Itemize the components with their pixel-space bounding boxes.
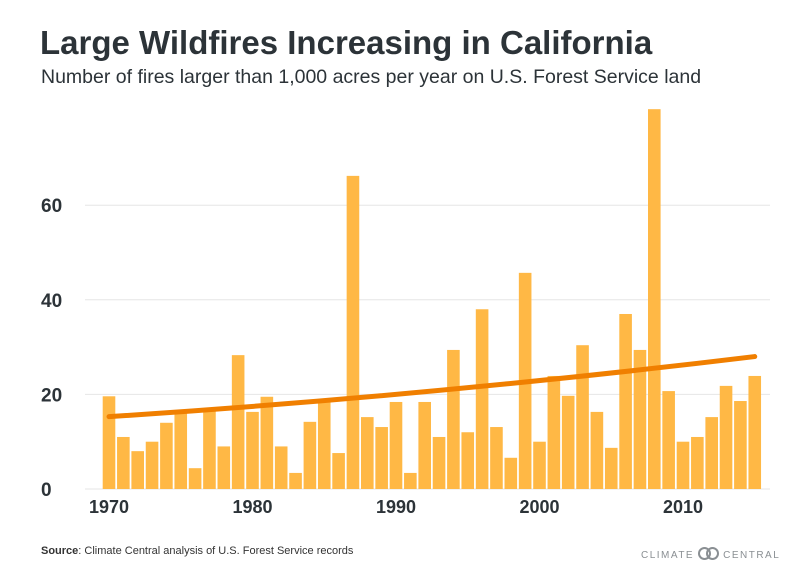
bar-1988 — [361, 417, 374, 489]
bar-1996 — [475, 309, 489, 489]
bar-1977 — [203, 410, 216, 489]
chart-subtitle: Number of fires larger than 1,000 acres … — [41, 66, 702, 88]
bar-2011 — [691, 436, 704, 489]
climate-central-logo: CLIMATE CENTRAL — [641, 547, 780, 563]
bar-2014 — [734, 401, 747, 489]
bar-2002 — [561, 395, 575, 489]
trend-line — [106, 354, 758, 420]
bar-2009 — [662, 391, 675, 489]
bar-2007 — [633, 349, 647, 489]
bar-1994 — [447, 349, 460, 489]
bar-1982 — [274, 446, 288, 489]
bar-1993 — [432, 436, 446, 489]
bar-2001 — [547, 375, 561, 489]
bar-1992 — [418, 401, 431, 489]
bar-1974 — [160, 422, 173, 489]
bar-2013 — [719, 385, 733, 489]
bar-1987 — [346, 175, 360, 489]
bar-2006 — [619, 313, 632, 489]
x-tick-label: 1980 — [232, 497, 272, 517]
logo-left-text: CLIMATE — [641, 549, 695, 561]
y-tick-label: 40 — [41, 291, 62, 312]
logo-mark-icon — [698, 547, 720, 563]
bar-1989 — [375, 427, 388, 489]
bar-2010 — [676, 441, 690, 489]
bar-1978 — [217, 446, 231, 489]
source-text: : Climate Central analysis of U.S. Fores… — [78, 545, 354, 557]
bar-1991 — [404, 472, 417, 489]
source-label: Source — [41, 545, 79, 557]
bar-1976 — [188, 468, 202, 489]
bar-1981 — [260, 396, 274, 489]
x-tick-label: 2010 — [663, 497, 703, 517]
y-tick-label: 0 — [41, 480, 52, 501]
bar-2015 — [748, 375, 762, 489]
bar-1997 — [490, 427, 503, 489]
bar-2008 — [648, 109, 661, 489]
bar-1979 — [231, 355, 245, 489]
bar-1984 — [303, 421, 317, 489]
bar-1975 — [174, 413, 188, 489]
bar-2012 — [705, 417, 718, 489]
bar-1983 — [289, 472, 302, 489]
bar-2004 — [590, 411, 604, 489]
bar-1998 — [504, 457, 518, 489]
bar-1995 — [461, 432, 475, 489]
bar-2000 — [533, 441, 546, 489]
bar-1970 — [102, 396, 116, 489]
x-tick-label: 1970 — [89, 497, 129, 517]
bar-1985 — [317, 401, 331, 489]
source-note: Source: Climate Central analysis of U.S.… — [41, 545, 353, 557]
bar-2003 — [576, 345, 589, 489]
x-tick-label: 1990 — [376, 497, 416, 517]
x-tick-label: 2000 — [519, 497, 559, 517]
bar-1973 — [145, 441, 159, 489]
bar-1986 — [332, 453, 345, 489]
y-tick-label: 60 — [41, 196, 62, 217]
bar-1980 — [246, 411, 259, 489]
bar-1971 — [117, 436, 130, 489]
bar-1990 — [389, 401, 403, 489]
chart-title: Large Wildfires Increasing in California — [40, 24, 653, 61]
bar-1972 — [131, 451, 144, 489]
y-tick-label: 20 — [41, 385, 62, 406]
chart-plot: 20 40 60 0 1970 1980 1990 2000 2010 — [41, 109, 770, 517]
logo-right-text: CENTRAL — [723, 549, 781, 561]
bar-2005 — [604, 447, 618, 489]
